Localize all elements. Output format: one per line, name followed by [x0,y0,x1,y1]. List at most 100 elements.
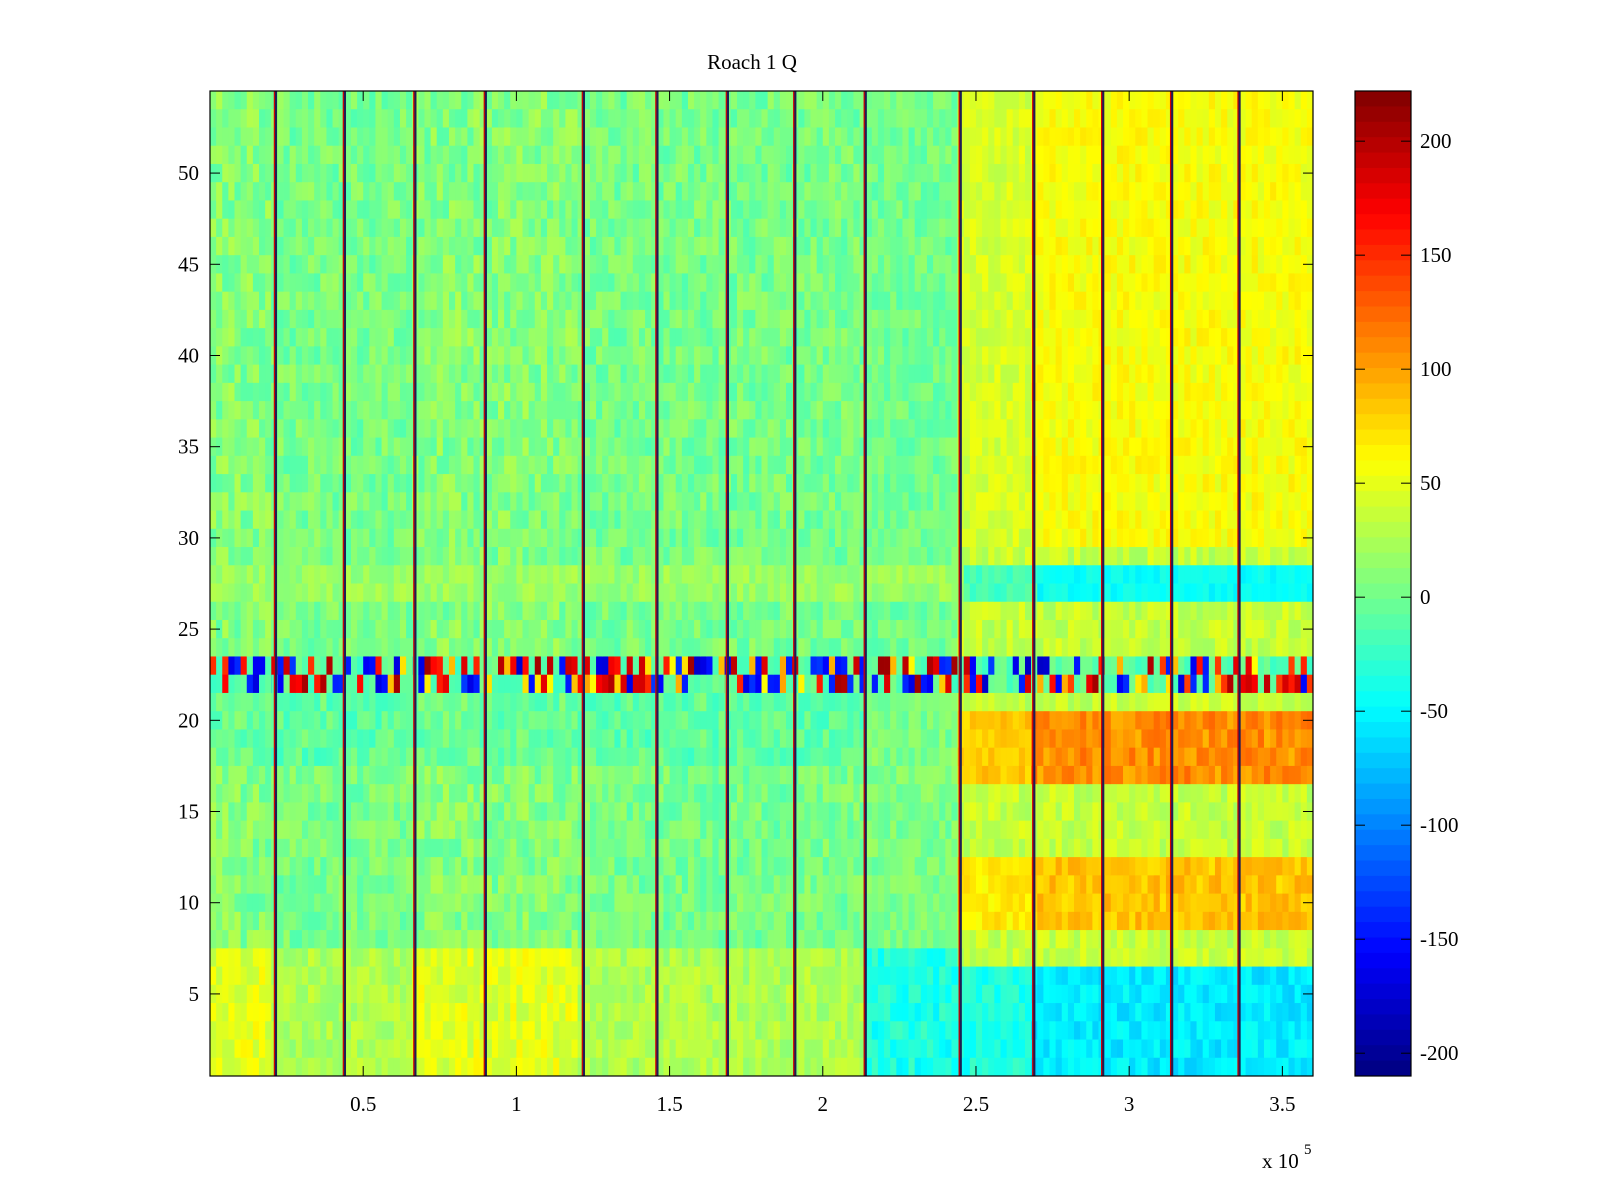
heatmap-cell [626,1057,634,1077]
heatmap-cell [669,309,677,329]
heatmap-cell [681,328,689,347]
heatmap-cell [387,784,395,803]
heatmap-cell [448,236,456,256]
heatmap-cell [350,382,358,402]
heatmap-cell [344,1021,352,1040]
heatmap-cell [589,984,597,1004]
heatmap-cell [375,1039,382,1059]
heatmap-cell [485,820,493,840]
heatmap-cell [743,455,750,475]
heatmap-cell [461,273,468,293]
heatmap-cell [381,236,389,256]
heatmap-cell [234,857,242,876]
heatmap-cell [528,437,536,457]
heatmap-cell [669,528,677,548]
heatmap-cell [252,875,260,894]
heatmap-cell [577,930,585,949]
heatmap-cell [534,911,542,931]
heatmap-cell [749,528,756,548]
heatmap-cell [240,619,248,639]
heatmap-cell [614,583,621,603]
heatmap-cell [338,91,346,110]
heatmap-cell [522,711,530,730]
heatmap-cell [406,163,413,183]
heatmap-cell [375,291,382,311]
heatmap-cell [295,784,303,803]
heatmap-cell [301,547,309,566]
heatmap-cell [589,492,597,511]
heatmap-cell [651,1003,658,1022]
heatmap-cell [596,346,603,366]
heatmap-cell [406,930,413,949]
heatmap-cell [589,838,597,858]
heatmap-cell [583,930,591,949]
heatmap-cell [596,528,603,548]
heatmap-cell [418,619,425,639]
heatmap-cell [583,1057,591,1077]
heatmap-cell [583,309,591,329]
heatmap-cell [295,857,303,876]
heatmap-cell [534,747,542,767]
heatmap-cell [375,1021,382,1040]
heatmap-cell [455,91,462,110]
heatmap-cell [222,255,229,274]
heatmap-cell [430,857,438,876]
heatmap-cell [730,346,738,366]
heatmap-cell [448,474,456,493]
heatmap-cell [424,328,431,347]
heatmap-cell [528,1057,536,1077]
heatmap-cell [620,291,628,311]
heatmap-cell [694,784,701,803]
heatmap-cell [350,291,358,311]
heatmap-cell [344,729,352,749]
heatmap-cell [583,91,591,110]
heatmap-cell [406,875,413,894]
heatmap-cell [687,236,695,256]
heatmap-cell [516,182,523,201]
heatmap-cell [387,273,395,293]
heatmap-cell [743,200,750,220]
heatmap-cell [730,255,738,274]
heatmap-cell [522,820,530,840]
heatmap-cell [589,91,597,110]
heatmap-cell [424,984,431,1004]
heatmap-cell [485,547,493,566]
heatmap-cell [626,328,634,347]
heatmap-cell [540,364,548,384]
heatmap-cell [565,948,572,967]
heatmap-cell [314,328,321,347]
heatmap-cell [614,565,621,584]
heatmap-cell [301,656,309,676]
heatmap-cell [320,747,327,767]
heatmap-cell [222,1057,229,1077]
heatmap-cell [259,948,266,967]
heatmap-cell [571,1057,579,1077]
heatmap-cell [651,875,658,894]
heatmap-cell [510,1057,517,1077]
heatmap-cell [547,236,554,256]
heatmap-cell [522,911,530,931]
heatmap-cell [436,236,444,256]
heatmap-cell [393,565,401,584]
heatmap-cell [491,984,499,1004]
heatmap-cell [222,218,229,238]
heatmap-cell [252,145,260,165]
heatmap-cell [436,474,444,493]
heatmap-cell [240,1039,248,1059]
heatmap-cell [455,382,462,402]
heatmap-cell [498,692,505,712]
heatmap-cell [743,492,750,511]
heatmap-cell [461,91,468,110]
heatmap-cell [583,218,591,238]
heatmap-cell [589,583,597,603]
heatmap-cell [277,893,284,913]
heatmap-cell [430,583,438,603]
heatmap-cell [479,1003,487,1022]
heatmap-cell [589,802,597,822]
heatmap-cell [448,711,456,730]
heatmap-cell [210,1057,217,1077]
heatmap-cell [632,893,640,913]
heatmap-cell [350,565,358,584]
heatmap-cell [234,145,242,165]
heatmap-cell [638,711,646,730]
